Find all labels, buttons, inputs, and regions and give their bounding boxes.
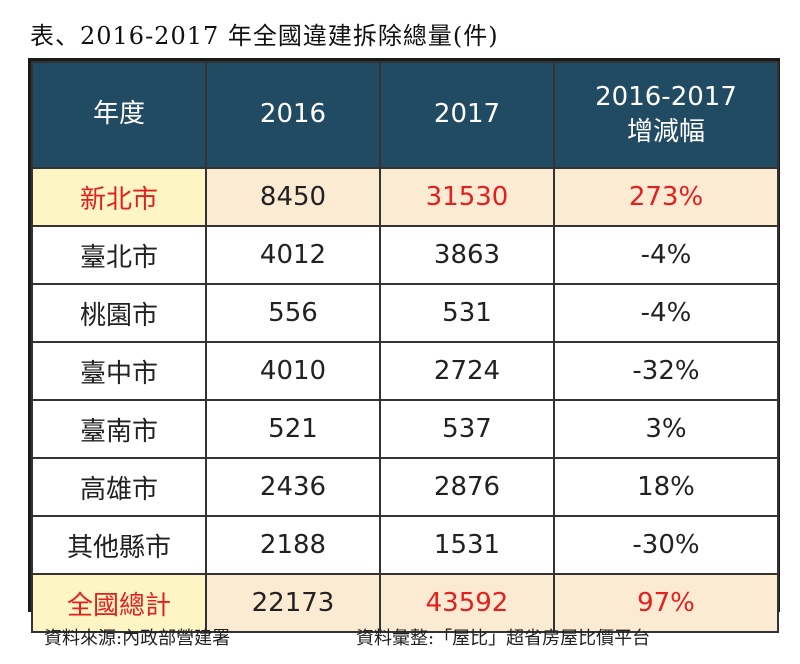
demolition-statistics-table: 年度 2016 2017 2016-2017 增減幅 新北市 8450 3153… (31, 61, 779, 633)
cell-2016: 8450 (205, 167, 381, 227)
header-2017: 2017 (379, 61, 555, 169)
table-row-total: 全國總計 22173 43592 97% (31, 573, 779, 633)
cell-2017: 537 (379, 399, 555, 459)
cell-change: 3% (553, 399, 779, 459)
cell-change: 273% (553, 167, 779, 227)
table-row-taichung: 臺中市 4010 2724 -32% (31, 341, 779, 401)
cell-2016: 556 (205, 283, 381, 343)
cell-change: 18% (553, 457, 779, 517)
cell-change: -4% (553, 283, 779, 343)
cell-2016: 4012 (205, 225, 381, 285)
header-year: 年度 (31, 61, 207, 169)
cell-2017: 43592 (379, 573, 555, 633)
table-header-row: 年度 2016 2017 2016-2017 增減幅 (31, 61, 779, 169)
cell-2017: 531 (379, 283, 555, 343)
cell-2016: 2188 (205, 515, 381, 575)
cell-region: 高雄市 (31, 457, 207, 517)
data-source-note: 資料來源:內政部營建署 (44, 628, 231, 649)
cell-region: 桃園市 (31, 283, 207, 343)
cell-region: 新北市 (31, 167, 207, 227)
cell-region: 臺中市 (31, 341, 207, 401)
cell-region: 臺北市 (31, 225, 207, 285)
cell-region: 臺南市 (31, 399, 207, 459)
header-change: 2016-2017 增減幅 (553, 61, 779, 169)
cell-2017: 2876 (379, 457, 555, 517)
cell-2017: 31530 (379, 167, 555, 227)
header-2016: 2016 (205, 61, 381, 169)
cell-2017: 3863 (379, 225, 555, 285)
statistics-table-container: 年度 2016 2017 2016-2017 增減幅 新北市 8450 3153… (28, 58, 780, 633)
table-row-other: 其他縣市 2188 1531 -30% (31, 515, 779, 575)
table-title: 表、2016-2017 年全國違建拆除總量(件) (30, 22, 499, 50)
table-row-new-taipei: 新北市 8450 31530 273% (31, 167, 779, 227)
cell-region: 其他縣市 (31, 515, 207, 575)
table-row-kaohsiung: 高雄市 2436 2876 18% (31, 457, 779, 517)
cell-2017: 2724 (379, 341, 555, 401)
cell-change: -4% (553, 225, 779, 285)
cell-2017: 1531 (379, 515, 555, 575)
table-row-taoyuan: 桃園市 556 531 -4% (31, 283, 779, 343)
cell-2016: 4010 (205, 341, 381, 401)
cell-change: 97% (553, 573, 779, 633)
table-row-tainan: 臺南市 521 537 3% (31, 399, 779, 459)
cell-region: 全國總計 (31, 573, 207, 633)
cell-change: -30% (553, 515, 779, 575)
table-row-taipei: 臺北市 4012 3863 -4% (31, 225, 779, 285)
cell-2016: 22173 (205, 573, 381, 633)
header-change-label: 增減幅 (626, 117, 705, 147)
compiled-by-note: 資料彙整:「屋比」超省房屋比價平台 (356, 628, 651, 649)
cell-2016: 521 (205, 399, 381, 459)
header-change-years: 2016-2017 (595, 81, 737, 112)
cell-change: -32% (553, 341, 779, 401)
cell-2016: 2436 (205, 457, 381, 517)
